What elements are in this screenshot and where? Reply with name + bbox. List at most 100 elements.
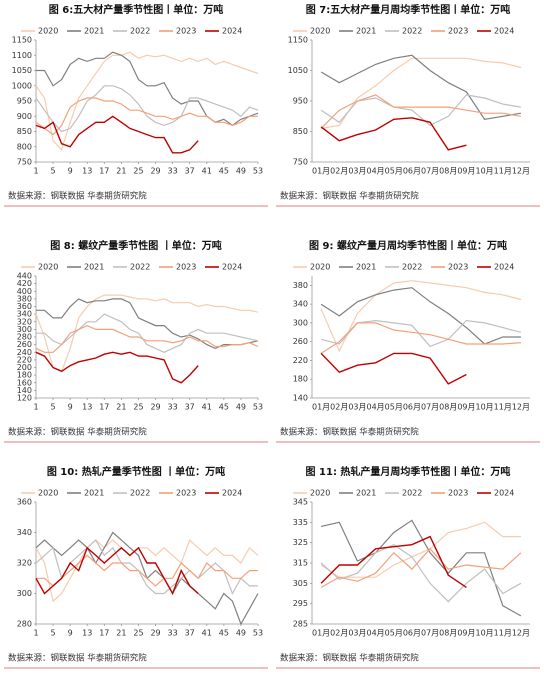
x-tick-label: 33 bbox=[168, 167, 178, 176]
y-tick-label: 750 bbox=[17, 158, 32, 167]
y-tick-label: 300 bbox=[293, 318, 308, 327]
chart-title: 图 9: 螺纹产量月周均季节性图丨单位：万吨 bbox=[309, 239, 507, 252]
x-tick-label: 53 bbox=[253, 403, 263, 412]
legend-label: 2021 bbox=[356, 27, 376, 36]
x-tick-label: 12月 bbox=[512, 629, 530, 638]
y-tick-label: 380 bbox=[293, 281, 308, 290]
y-tick-label: 335 bbox=[293, 518, 308, 527]
legend-label: 2024 bbox=[494, 489, 514, 498]
x-tick-label: 17 bbox=[99, 403, 109, 412]
legend-label: 2022 bbox=[130, 27, 150, 36]
x-tick-label: 02月 bbox=[330, 403, 348, 412]
x-tick-label: 01月 bbox=[312, 629, 330, 638]
y-tick-label: 1050 bbox=[12, 66, 32, 75]
x-tick-label: 04月 bbox=[366, 167, 384, 176]
x-tick-label: 11月 bbox=[494, 403, 512, 412]
x-tick-label: 03月 bbox=[348, 403, 366, 412]
x-tick-label: 9 bbox=[68, 167, 73, 176]
x-tick-label: 10月 bbox=[475, 403, 493, 412]
x-tick-label: 17 bbox=[99, 629, 109, 638]
legend-label: 2020 bbox=[310, 489, 330, 498]
series-line bbox=[35, 351, 199, 384]
chart-title: 图 11: 热轧产量月周均季节性图丨单位：万吨 bbox=[306, 465, 511, 478]
x-tick-label: 17 bbox=[99, 167, 109, 176]
y-tick-label: 360 bbox=[17, 302, 32, 311]
x-tick-label: 9 bbox=[68, 629, 73, 638]
y-tick-label: 420 bbox=[17, 279, 32, 288]
x-tick-label: 45 bbox=[219, 629, 229, 638]
x-tick-label: 29 bbox=[150, 403, 160, 412]
legend-label: 2021 bbox=[356, 263, 376, 272]
x-tick-label: 37 bbox=[185, 629, 195, 638]
x-tick-label: 08月 bbox=[439, 167, 457, 176]
x-tick-label: 10月 bbox=[475, 167, 493, 176]
legend-label: 2022 bbox=[402, 489, 422, 498]
x-tick-label: 21 bbox=[116, 403, 126, 412]
series-line bbox=[35, 294, 259, 373]
series-line bbox=[320, 54, 522, 120]
x-tick-label: 41 bbox=[202, 167, 212, 176]
x-tick-label: 12月 bbox=[512, 167, 530, 176]
x-tick-label: 49 bbox=[236, 629, 246, 638]
x-tick-label: 06月 bbox=[403, 403, 421, 412]
y-tick-label: 360 bbox=[17, 498, 32, 507]
series-line bbox=[36, 313, 259, 353]
series-line bbox=[320, 280, 522, 353]
legend-label: 2020 bbox=[310, 27, 330, 36]
series-line bbox=[35, 51, 259, 151]
series-line bbox=[36, 554, 258, 587]
series-line bbox=[35, 85, 259, 133]
x-tick-label: 29 bbox=[150, 167, 160, 176]
y-tick-label: 220 bbox=[17, 355, 32, 364]
legend-label: 2021 bbox=[84, 27, 104, 36]
source-note: 数据来源：钢联数据 华泰期货研究院 bbox=[280, 191, 419, 202]
source-note: 数据来源：钢联数据 华泰期货研究院 bbox=[8, 427, 147, 438]
y-tick-label: 180 bbox=[17, 371, 32, 380]
series-line bbox=[35, 539, 258, 595]
series-line bbox=[35, 115, 199, 154]
series-line bbox=[320, 117, 467, 151]
x-tick-label: 25 bbox=[133, 403, 143, 412]
series-line bbox=[320, 352, 467, 385]
x-tick-label: 06月 bbox=[403, 629, 421, 638]
y-tick-label: 320 bbox=[17, 317, 32, 326]
legend-label: 2021 bbox=[356, 489, 376, 498]
y-tick-label: 1150 bbox=[288, 36, 308, 45]
x-tick-label: 09月 bbox=[457, 403, 475, 412]
source-note: 数据来源：钢联数据 华泰期货研究院 bbox=[280, 653, 419, 664]
x-tick-label: 33 bbox=[168, 629, 178, 638]
y-tick-label: 400 bbox=[17, 287, 32, 296]
y-tick-label: 260 bbox=[17, 340, 32, 349]
legend-label: 2020 bbox=[310, 263, 330, 272]
legend-label: 2021 bbox=[84, 489, 104, 498]
legend-label: 2022 bbox=[130, 263, 150, 272]
x-tick-label: 53 bbox=[253, 167, 263, 176]
x-tick-label: 53 bbox=[253, 629, 263, 638]
x-tick-label: 07月 bbox=[421, 403, 439, 412]
y-tick-label: 850 bbox=[293, 127, 308, 136]
x-tick-label: 5 bbox=[51, 403, 56, 412]
series-line bbox=[320, 287, 521, 345]
legend-label: 2022 bbox=[402, 263, 422, 272]
x-tick-label: 41 bbox=[202, 403, 212, 412]
x-tick-label: 02月 bbox=[330, 629, 348, 638]
legend-label: 2020 bbox=[38, 263, 58, 272]
y-tick-label: 260 bbox=[293, 337, 308, 346]
y-tick-label: 850 bbox=[17, 127, 32, 136]
legend-label: 2024 bbox=[494, 263, 514, 272]
x-tick-label: 05月 bbox=[385, 403, 403, 412]
x-tick-label: 09月 bbox=[457, 629, 475, 638]
y-tick-label: 180 bbox=[293, 375, 308, 384]
legend-label: 2024 bbox=[222, 27, 242, 36]
y-tick-label: 240 bbox=[17, 348, 32, 357]
y-tick-label: 325 bbox=[293, 538, 308, 547]
x-tick-label: 04月 bbox=[366, 403, 384, 412]
series-line bbox=[320, 322, 521, 354]
y-tick-label: 800 bbox=[17, 142, 32, 151]
series-line bbox=[35, 324, 259, 353]
x-tick-label: 5 bbox=[51, 167, 56, 176]
x-tick-label: 25 bbox=[133, 167, 143, 176]
x-tick-label: 1 bbox=[33, 629, 38, 638]
x-tick-label: 41 bbox=[202, 629, 212, 638]
legend-label: 2023 bbox=[448, 27, 468, 36]
